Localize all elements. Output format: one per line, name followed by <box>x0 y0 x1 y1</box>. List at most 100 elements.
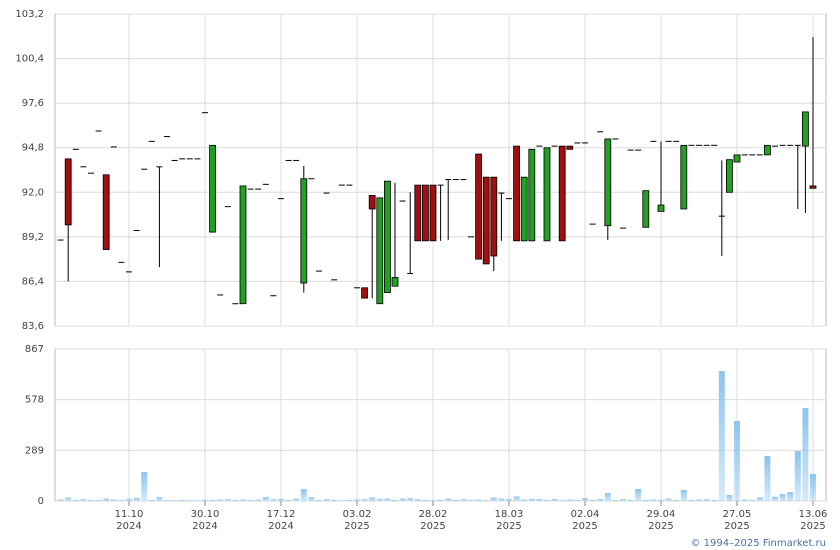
volume-bar <box>156 497 163 501</box>
volume-bar <box>126 498 132 501</box>
volume-tick-label: 867 <box>25 344 44 355</box>
volume-bar <box>232 499 239 501</box>
x-tick-label: 2025 <box>724 521 749 532</box>
volume-bar <box>255 499 262 501</box>
volume-bar <box>688 499 695 501</box>
x-tick-label: 02.04 <box>571 509 600 520</box>
volume-bar <box>95 499 102 501</box>
volume-bar <box>430 500 436 501</box>
x-tick-label: 28.02 <box>419 509 448 520</box>
y-tick-label: 97,6 <box>22 98 44 109</box>
volume-bar <box>810 474 816 501</box>
x-tick-label: 27.05 <box>723 509 752 520</box>
volume-bar <box>171 500 178 501</box>
volume-bar <box>490 497 497 501</box>
price-frame <box>54 13 827 327</box>
volume-bar <box>794 451 801 501</box>
y-tick-label: 103,2 <box>15 9 44 20</box>
volume-bar <box>521 499 528 501</box>
x-tick-label: 11.10 <box>115 509 144 520</box>
candle-body <box>809 185 817 189</box>
candle-body <box>604 138 612 227</box>
y-tick-label: 86,4 <box>22 276 44 287</box>
x-tick-label: 03.02 <box>343 509 372 520</box>
candle-body <box>726 159 733 193</box>
candle-body <box>543 147 551 242</box>
volume-bar <box>331 499 338 501</box>
volume-bar <box>604 493 611 501</box>
volume-bar <box>703 499 710 501</box>
volume-bar <box>308 497 315 501</box>
volume-bar <box>513 496 520 501</box>
candle-body <box>429 184 437 242</box>
candle-body <box>558 145 566 242</box>
volume-bar <box>194 500 201 501</box>
volume-bar <box>103 498 110 501</box>
x-tick-label: 2024 <box>268 521 293 532</box>
volume-bar <box>141 472 148 501</box>
volume-bar <box>673 499 680 501</box>
volume-bar <box>323 499 330 501</box>
volume-bar <box>399 498 406 501</box>
x-tick-label: 29.04 <box>647 509 676 520</box>
candle-body <box>657 204 665 212</box>
volume-bar <box>369 497 376 501</box>
candle-body <box>209 144 217 233</box>
volume-bar <box>711 499 718 501</box>
candle-body <box>802 111 809 147</box>
volume-bar <box>658 499 664 501</box>
volume-bar <box>452 499 459 501</box>
volume-bar <box>422 499 429 501</box>
volume-bar <box>278 498 284 501</box>
volume-bar <box>468 499 474 501</box>
candle-body <box>383 180 391 293</box>
candle-body <box>733 154 741 163</box>
volume-tick-label: 289 <box>25 445 44 456</box>
volume-bar <box>734 421 740 501</box>
volume-bar <box>582 498 588 501</box>
volume-bar <box>536 498 543 501</box>
volume-bar <box>696 499 702 501</box>
volume-bar <box>665 498 672 501</box>
volume-bar <box>642 499 649 501</box>
volume-bar <box>80 499 87 501</box>
volume-bar <box>749 499 756 501</box>
volume-bar <box>445 498 452 501</box>
volume-bar <box>475 499 482 501</box>
volume-bar <box>376 498 383 501</box>
volume-tick-label: 0 <box>38 496 44 507</box>
volume-bar <box>285 499 292 501</box>
volume-bar <box>741 499 748 501</box>
volume-bar <box>384 498 391 501</box>
x-tick-label: 2025 <box>496 521 521 532</box>
candle-body <box>513 145 520 242</box>
x-tick-label: 2025 <box>572 521 597 532</box>
y-tick-label: 89,2 <box>22 232 44 243</box>
volume-bar <box>764 455 771 501</box>
y-tick-label: 100,4 <box>15 54 44 65</box>
volume-bar <box>209 499 216 501</box>
volume-bar <box>300 489 307 501</box>
candle-body <box>764 144 771 156</box>
volume-bar <box>718 371 725 501</box>
volume-bar <box>270 499 277 501</box>
volume-bar <box>148 499 155 501</box>
candle-body <box>482 176 490 265</box>
candle-body <box>520 176 528 242</box>
footer[interactable]: © 1994–2025 Finmarket.ru <box>690 538 826 549</box>
volume-bar <box>528 498 535 501</box>
volume-bar <box>437 499 444 501</box>
volume-bar <box>316 499 322 501</box>
candle-body <box>102 174 110 250</box>
candle-body <box>490 176 498 257</box>
x-tick-label: 2024 <box>192 521 217 532</box>
volume-bar <box>247 500 254 501</box>
volume-bar <box>726 495 733 501</box>
volume-bar <box>164 500 170 501</box>
volume-bar <box>338 500 345 501</box>
volume-bar <box>756 497 763 501</box>
volume-bar <box>186 500 193 501</box>
volume-bar <box>240 499 246 501</box>
x-tick-label: 2025 <box>800 521 825 532</box>
